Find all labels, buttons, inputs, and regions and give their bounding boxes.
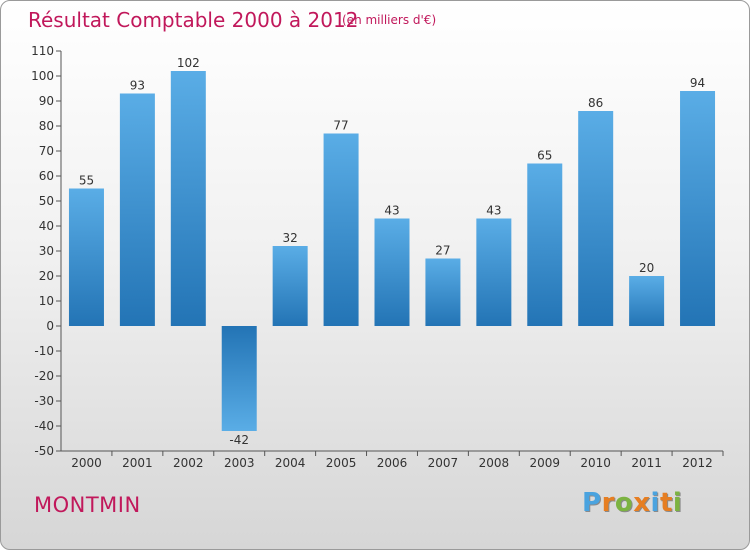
x-tick-label: 2001 bbox=[122, 456, 153, 470]
x-tick-label: 2002 bbox=[173, 456, 204, 470]
y-tick-label: 20 bbox=[39, 269, 54, 283]
y-tick-label: 40 bbox=[39, 219, 54, 233]
y-tick-label: 60 bbox=[39, 169, 54, 183]
bar-2010[interactable] bbox=[578, 111, 614, 326]
bar-2000[interactable] bbox=[68, 188, 104, 327]
bar-2012[interactable] bbox=[680, 91, 716, 326]
bar-2008[interactable] bbox=[476, 218, 512, 327]
logo-letter: x bbox=[633, 488, 651, 518]
logo-letter: o bbox=[614, 488, 634, 518]
logo-letter: r bbox=[601, 488, 615, 518]
data-label: 32 bbox=[283, 231, 298, 245]
data-label: 43 bbox=[486, 204, 501, 218]
data-label: 93 bbox=[130, 79, 145, 93]
chart-title: Résultat Comptable 2000 à 2012 bbox=[28, 8, 359, 32]
y-tick-label: 110 bbox=[31, 44, 54, 58]
logo-letter: i bbox=[650, 488, 660, 518]
bar-2011[interactable] bbox=[629, 276, 665, 326]
y-tick-label: -20 bbox=[34, 369, 54, 383]
logo-letter: t bbox=[659, 488, 673, 518]
logo-letter: P bbox=[582, 488, 602, 518]
x-tick-label: 2012 bbox=[682, 456, 713, 470]
x-tick-label: 2008 bbox=[479, 456, 510, 470]
data-label: 43 bbox=[384, 204, 399, 218]
commune-name: MONTMIN bbox=[34, 493, 141, 517]
x-tick-label: 2009 bbox=[529, 456, 560, 470]
x-tick-label: 2011 bbox=[631, 456, 662, 470]
x-tick-label: 2010 bbox=[580, 456, 611, 470]
bar-2005[interactable] bbox=[323, 133, 359, 327]
bar-2009[interactable] bbox=[527, 163, 563, 327]
y-tick-label: 30 bbox=[39, 244, 54, 258]
y-tick-label: -10 bbox=[34, 344, 54, 358]
data-label: 94 bbox=[690, 76, 705, 90]
x-tick-label: 2003 bbox=[224, 456, 255, 470]
data-label: 27 bbox=[435, 244, 450, 258]
y-tick-label: 80 bbox=[39, 119, 54, 133]
data-label: 55 bbox=[79, 174, 94, 188]
y-tick-label: -30 bbox=[34, 394, 54, 408]
y-tick-label: 90 bbox=[39, 94, 54, 108]
data-label: 86 bbox=[588, 96, 603, 110]
y-tick-label: 70 bbox=[39, 144, 54, 158]
y-tick-label: -50 bbox=[34, 444, 54, 458]
data-label: -42 bbox=[229, 433, 249, 447]
bar-2004[interactable] bbox=[272, 246, 308, 326]
data-label: 77 bbox=[333, 119, 348, 133]
x-tick-label: 2007 bbox=[428, 456, 459, 470]
x-tick-label: 2000 bbox=[71, 456, 102, 470]
logo-letter: i bbox=[672, 488, 683, 518]
x-tick-label: 2004 bbox=[275, 456, 306, 470]
y-tick-label: 10 bbox=[39, 294, 54, 308]
x-tick-label: 2006 bbox=[377, 456, 408, 470]
data-label: 102 bbox=[177, 56, 200, 70]
y-tick-label: 0 bbox=[46, 319, 54, 333]
bar-2001[interactable] bbox=[119, 93, 155, 327]
y-tick-label: -40 bbox=[34, 419, 54, 433]
bar-2002[interactable] bbox=[170, 71, 206, 326]
x-tick-label: 2005 bbox=[326, 456, 357, 470]
data-label: 20 bbox=[639, 261, 654, 275]
bar-2003[interactable] bbox=[221, 326, 257, 431]
bar-2007[interactable] bbox=[425, 258, 461, 327]
y-tick-label: 100 bbox=[31, 69, 54, 83]
data-label: 65 bbox=[537, 149, 552, 163]
bar-2006[interactable] bbox=[374, 218, 410, 327]
chart-subtitle: (en milliers d'€) bbox=[342, 13, 437, 27]
y-tick-label: 50 bbox=[39, 194, 54, 208]
proxiti-logo[interactable]: Proxiti bbox=[582, 488, 682, 518]
